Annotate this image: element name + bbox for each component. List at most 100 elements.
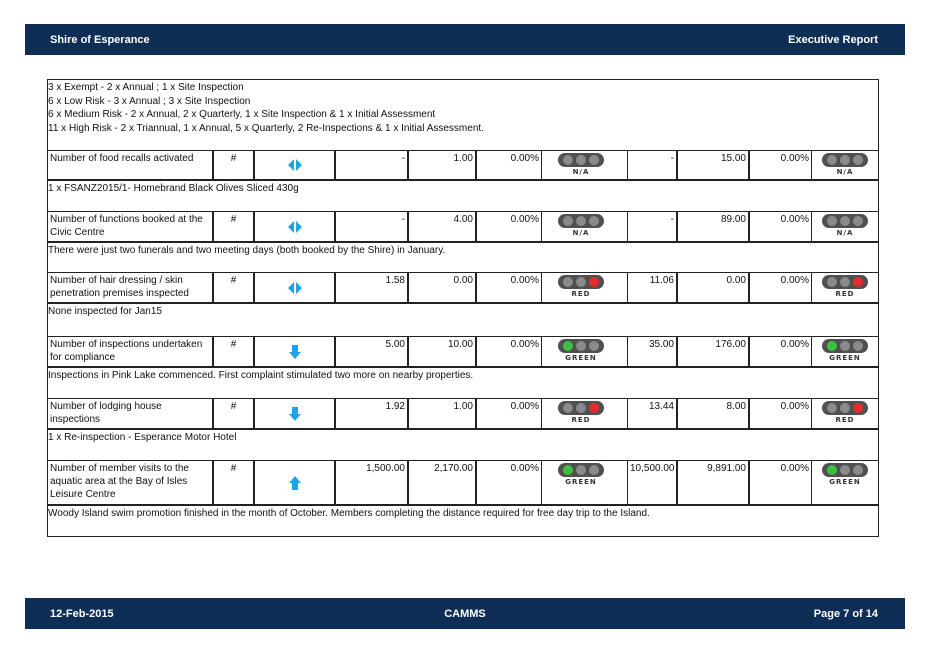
footer-brand: CAMMS: [444, 608, 486, 620]
value-cell: 0.00%: [749, 460, 812, 505]
comment-text: There were just two funerals and two mee…: [47, 242, 879, 272]
value-cell: 0.00%: [749, 398, 812, 429]
traffic-light-icon: GREEN: [822, 339, 868, 362]
double-arrow-icon: [287, 220, 302, 233]
measure-row: Number of hair dressing / skin penetrati…: [47, 272, 879, 333]
value-cell: 0.00%: [476, 272, 542, 303]
light-bulb: [827, 341, 837, 351]
status-cell: N/A: [542, 211, 627, 242]
unit-cell: #: [213, 460, 254, 505]
value-cell: 0.00%: [749, 272, 812, 303]
traffic-light-icon: GREEN: [822, 463, 868, 486]
trend-cell: [254, 272, 335, 303]
org-name: Shire of Esperance: [50, 34, 150, 46]
light-bulb: [840, 216, 850, 226]
measure-name: Number of inspections undertaken for com…: [47, 336, 213, 367]
trend-cell: [254, 336, 335, 367]
value-cell: -: [627, 211, 677, 242]
status-label: N/A: [836, 229, 854, 237]
unit-cell: #: [213, 272, 254, 303]
comment-text: None inspected for Jan15: [47, 303, 879, 333]
unit-cell: #: [213, 336, 254, 367]
light-bulb: [853, 277, 863, 287]
unit-cell: #: [213, 398, 254, 429]
status-cell: GREEN: [812, 460, 879, 505]
value-cell: 1.00: [408, 150, 476, 180]
measure-name: Number of hair dressing / skin penetrati…: [47, 272, 213, 303]
status-cell: N/A: [812, 211, 879, 242]
status-label: N/A: [572, 168, 590, 176]
value-cell: 0.00%: [476, 460, 542, 505]
up-arrow-icon: [288, 475, 301, 490]
value-cell: 4.00: [408, 211, 476, 242]
light-bulb: [576, 155, 586, 165]
value-cell: 9,891.00: [677, 460, 749, 505]
comment-text: 1 x Re-inspection - Esperance Motor Hote…: [47, 429, 879, 459]
trend-cell: [254, 150, 335, 180]
status-cell: RED: [812, 272, 879, 303]
light-bulb: [853, 155, 863, 165]
value-cell: 15.00: [677, 150, 749, 180]
light-bulb: [840, 277, 850, 287]
light-bulb: [853, 216, 863, 226]
light-bulb: [563, 403, 573, 413]
light-bulb: [563, 155, 573, 165]
status-cell: GREEN: [542, 460, 627, 505]
light-bulb: [589, 465, 599, 475]
report-date: 12-Feb-2015: [50, 608, 114, 620]
value-cell: 11.06: [627, 272, 677, 303]
traffic-light-icon: RED: [558, 275, 604, 298]
status-label: N/A: [836, 168, 854, 176]
light-bulb: [563, 341, 573, 351]
value-cell: -: [335, 150, 408, 180]
comment-text: Woody Island swim promotion finished in …: [47, 505, 879, 535]
status-label: RED: [835, 290, 855, 298]
value-cell: 0.00%: [749, 336, 812, 367]
status-cell: RED: [542, 398, 627, 429]
light-bulb: [563, 216, 573, 226]
measure-row: Number of functions booked at the Civic …: [47, 211, 879, 272]
double-arrow-icon: [287, 281, 302, 294]
value-cell: 0.00: [408, 272, 476, 303]
light-bulb: [827, 465, 837, 475]
measure-row: Number of lodging house inspections #1.92…: [47, 398, 879, 459]
light-bulb: [840, 403, 850, 413]
light-bulb: [576, 341, 586, 351]
status-cell: N/A: [542, 150, 627, 180]
status-label: GREEN: [565, 478, 597, 486]
traffic-light-icon: GREEN: [558, 339, 604, 362]
unit-cell: #: [213, 211, 254, 242]
value-cell: -: [627, 150, 677, 180]
value-cell: 10,500.00: [627, 460, 677, 505]
measure-row: Number of food recalls activated # -1.00 0.…: [47, 150, 879, 210]
traffic-light-icon: RED: [558, 401, 604, 424]
down-arrow-icon: [288, 406, 301, 421]
value-cell: 0.00%: [476, 211, 542, 242]
traffic-light-icon: GREEN: [558, 463, 604, 486]
light-bulb: [576, 465, 586, 475]
light-bulb: [576, 403, 586, 413]
light-bulb: [827, 216, 837, 226]
value-cell: 0.00: [677, 272, 749, 303]
status-label: GREEN: [565, 354, 597, 362]
note-line: 11 x High Risk - 2 x Triannual, 1 x Annu…: [48, 122, 484, 134]
report-table: [47, 79, 879, 537]
status-cell: RED: [812, 398, 879, 429]
trend-cell: [254, 398, 335, 429]
light-bulb: [589, 403, 599, 413]
down-arrow-icon: [288, 344, 301, 359]
status-label: GREEN: [829, 354, 861, 362]
status-label: RED: [835, 416, 855, 424]
value-cell: 35.00: [627, 336, 677, 367]
light-bulb: [563, 465, 573, 475]
report-footer: 12-Feb-2015 CAMMS Page 7 of 14: [25, 598, 905, 629]
light-bulb: [853, 341, 863, 351]
light-bulb: [563, 277, 573, 287]
measure-row: Number of member visits to the aquatic a…: [47, 460, 879, 535]
light-bulb: [840, 465, 850, 475]
measure-name: Number of lodging house inspections: [47, 398, 213, 429]
value-cell: 13.44: [627, 398, 677, 429]
light-bulb: [827, 277, 837, 287]
trend-cell: [254, 211, 335, 242]
measure-name: Number of member visits to the aquatic a…: [47, 460, 213, 505]
